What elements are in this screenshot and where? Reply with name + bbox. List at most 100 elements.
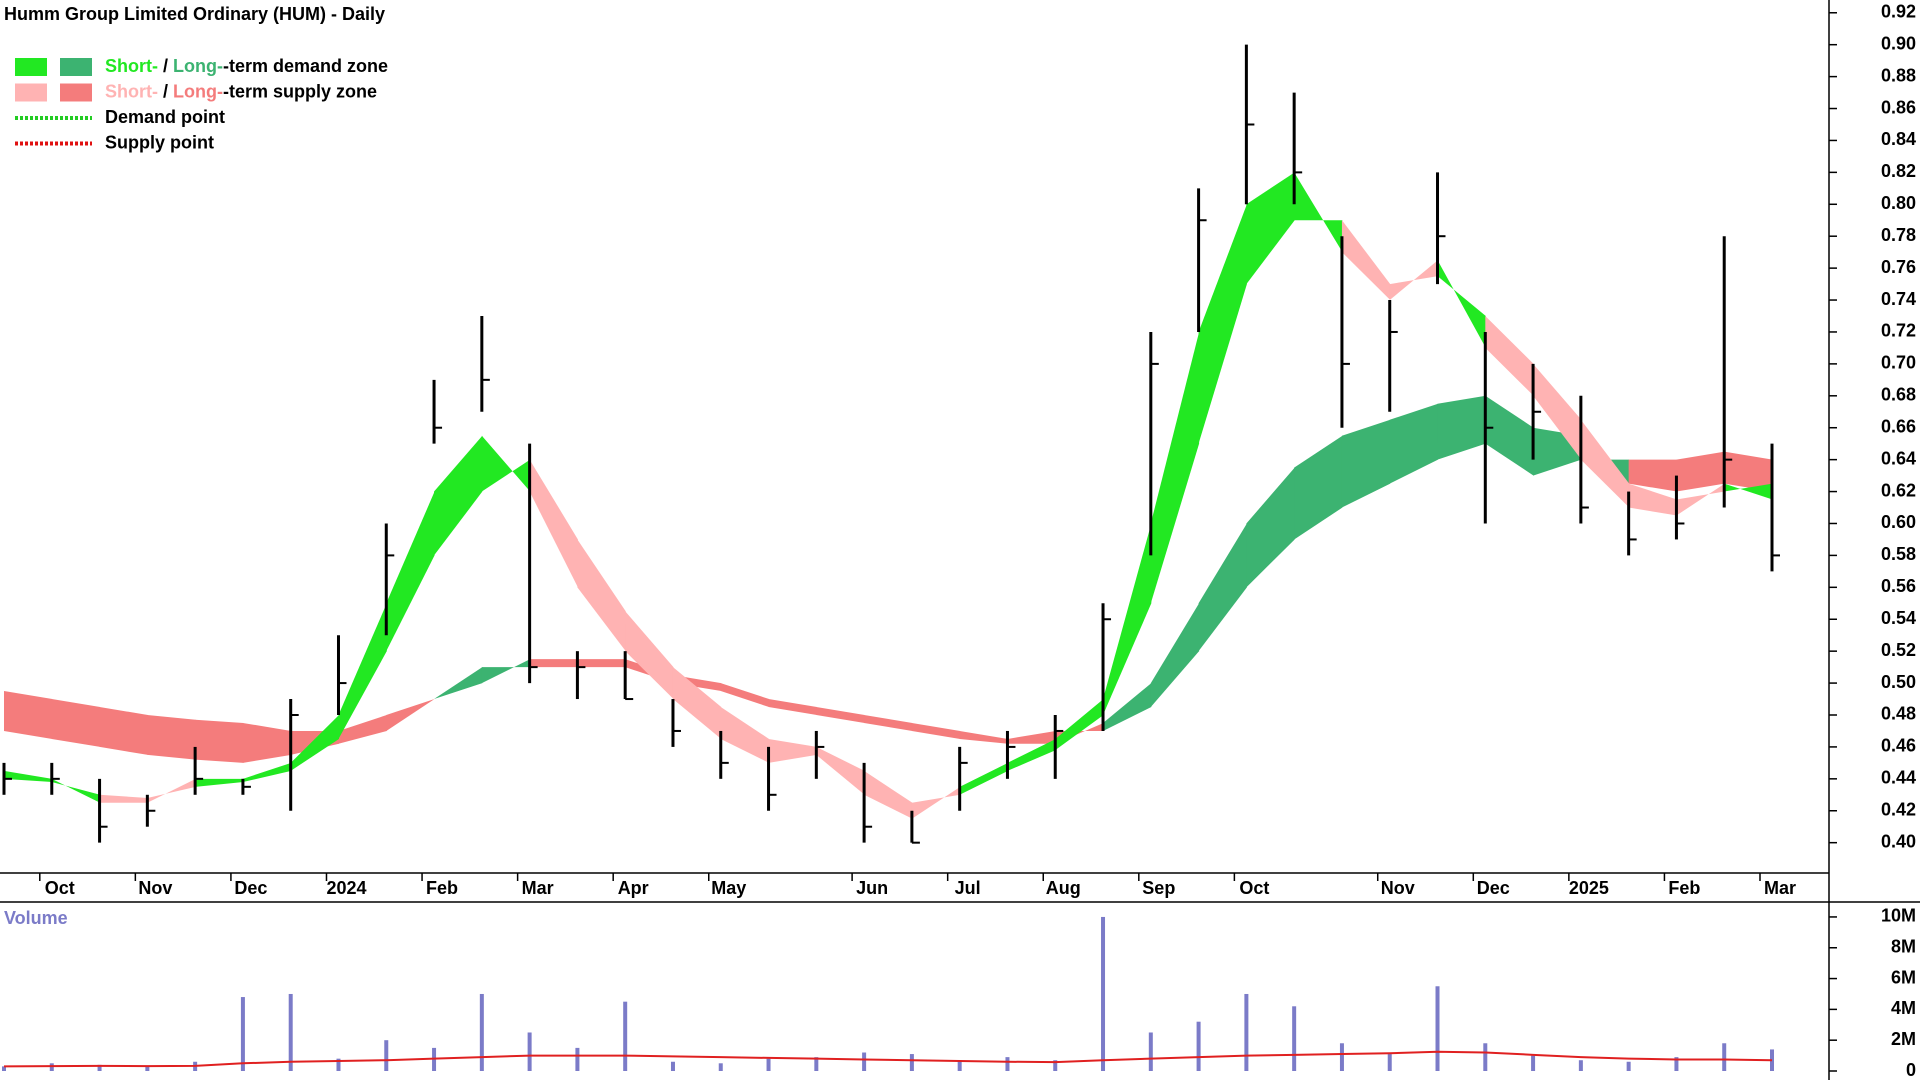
- short-term-zone: [1485, 316, 1534, 396]
- long-term-zone: [1485, 395, 1534, 476]
- volume-bar: [814, 1057, 819, 1071]
- x-tick-label: 2025: [1569, 878, 1609, 898]
- volume-tick-label: 2M: [1891, 1029, 1916, 1049]
- x-tick-label: Dec: [1477, 878, 1510, 898]
- short-term-zone: [290, 714, 339, 771]
- y-tick-label: 0.76: [1881, 257, 1916, 277]
- y-tick-label: 0.84: [1881, 129, 1916, 149]
- long-term-zone: [338, 714, 387, 744]
- short-term-zone: [1389, 260, 1439, 301]
- volume-bar: [575, 1047, 580, 1071]
- legend-text: Long-: [173, 81, 223, 101]
- long-term-zone: [1294, 435, 1343, 540]
- long-term-zone: [1724, 451, 1773, 492]
- y-tick-label: 0.42: [1881, 800, 1916, 820]
- legend-swatch: [15, 83, 47, 102]
- volume-bar: [862, 1052, 867, 1071]
- y-tick-label: 0.44: [1881, 768, 1916, 788]
- short-term-zone: [1007, 738, 1056, 771]
- volume-bar: [1387, 1054, 1392, 1071]
- y-tick-label: 0.58: [1881, 544, 1916, 564]
- volume-bar: [288, 993, 293, 1071]
- volume-bar: [909, 1054, 914, 1071]
- y-tick-label: 0.60: [1881, 512, 1916, 532]
- x-tick-label: Oct: [1239, 878, 1269, 898]
- legend-label: Supply point: [105, 132, 214, 152]
- long-term-zone: [1007, 730, 1056, 744]
- legend-swatch: [15, 58, 47, 76]
- volume-bar: [718, 1063, 723, 1071]
- volume-bar: [384, 1040, 389, 1071]
- chart-title: Humm Group Limited Ordinary (HUM) - Dail…: [4, 4, 385, 24]
- long-term-zone: [147, 714, 196, 760]
- long-term-zone: [99, 707, 148, 755]
- long-term-zone: [911, 722, 961, 739]
- x-tick-label: Feb: [426, 878, 458, 898]
- legend-label: Demand point: [105, 107, 225, 127]
- volume-bar: [479, 993, 484, 1071]
- legend-text: -term demand zone: [223, 56, 388, 76]
- short-term-zone: [1580, 419, 1630, 508]
- short-term-zone: [768, 738, 817, 763]
- y-tick-label: 0.92: [1881, 2, 1916, 22]
- long-term-zone: [1198, 523, 1247, 652]
- legend-swatch: [60, 83, 92, 102]
- y-tick-label: 0.70: [1881, 353, 1916, 373]
- long-term-zone: [242, 722, 292, 763]
- long-term-zone: [195, 719, 244, 763]
- legend-text: Long-: [173, 56, 223, 76]
- short-term-zone: [1198, 204, 1247, 444]
- short-term-zone: [1628, 483, 1677, 516]
- legend-text: Short-: [105, 56, 158, 76]
- y-tick-label: 0.68: [1881, 385, 1916, 405]
- short-term-zone: [959, 762, 1008, 795]
- volume-bar: [670, 1061, 675, 1071]
- short-term-zone: [1533, 363, 1582, 460]
- y-tick-label: 0.62: [1881, 480, 1916, 500]
- legend-text: /: [158, 56, 173, 76]
- y-tick-label: 0.74: [1881, 289, 1916, 309]
- volume-bar: [623, 1001, 628, 1071]
- volume-bar: [1483, 1043, 1488, 1071]
- x-tick-label: Dec: [234, 878, 267, 898]
- x-tick-label: Aug: [1046, 878, 1081, 898]
- long-term-zone: [959, 730, 1008, 744]
- volume-bar: [766, 1058, 771, 1071]
- long-term-zone: [864, 714, 913, 731]
- short-term-zone: [911, 786, 961, 819]
- y-tick-label: 0.46: [1881, 736, 1916, 756]
- volume-label: Volume: [4, 908, 68, 928]
- short-term-zone: [99, 794, 148, 803]
- volume-bar: [1674, 1057, 1679, 1071]
- short-term-zone: [1294, 172, 1343, 253]
- legend-label: Short- / Long--term demand zone: [105, 56, 388, 76]
- long-term-zone: [816, 707, 865, 723]
- long-term-zone: [1150, 603, 1200, 708]
- volume-bar: [1101, 916, 1106, 1071]
- long-term-zone: [720, 683, 770, 708]
- volume-bar: [240, 997, 245, 1071]
- volume-bar: [1148, 1032, 1153, 1071]
- short-term-zone: [529, 459, 578, 588]
- y-tick-label: 0.40: [1881, 831, 1916, 851]
- volume-bar: [2, 1066, 6, 1071]
- long-term-zone: [768, 699, 817, 715]
- short-term-zone: [434, 435, 483, 556]
- volume-bar: [1722, 1043, 1727, 1071]
- volume-bar: [145, 1066, 150, 1071]
- volume-bar: [97, 1064, 102, 1071]
- y-tick-label: 0.88: [1881, 65, 1916, 85]
- legend-text: Short-: [105, 81, 158, 101]
- long-term-zone: [4, 691, 53, 739]
- legend-text: /: [158, 81, 173, 101]
- volume-bar: [1626, 1061, 1631, 1071]
- short-term-zone: [1676, 483, 1725, 516]
- y-tick-label: 0.66: [1881, 416, 1916, 436]
- x-tick-label: Nov: [1381, 878, 1415, 898]
- y-tick-label: 0.56: [1881, 576, 1916, 596]
- short-term-zone: [1724, 483, 1773, 500]
- long-term-zone: [51, 699, 101, 747]
- short-term-zone: [720, 707, 770, 763]
- y-tick-label: 0.90: [1881, 33, 1916, 53]
